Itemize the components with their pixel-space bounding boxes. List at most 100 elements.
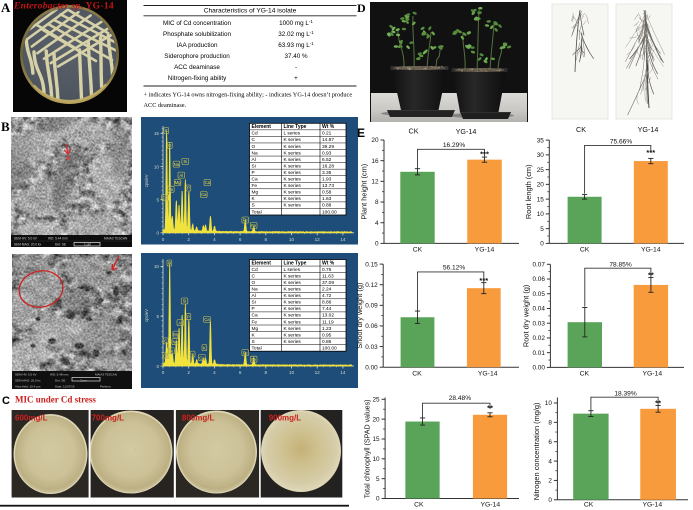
svg-text:Enterobacter sp. YG-14: Enterobacter sp. YG-14 <box>13 2 114 12</box>
svg-text:Line Type: Line Type <box>284 124 307 130</box>
svg-text:0.15: 0.15 <box>365 261 378 268</box>
svg-text:C: C <box>252 137 256 143</box>
svg-text:8: 8 <box>548 420 552 427</box>
svg-text:10: 10 <box>289 370 295 375</box>
svg-text:0: 0 <box>376 496 380 503</box>
svg-text:14.87: 14.87 <box>322 137 334 143</box>
svg-text:Shoot dry weight (g): Shoot dry weight (g) <box>355 283 364 349</box>
svg-text:6.52: 6.52 <box>322 157 332 163</box>
svg-text:0.04: 0.04 <box>532 306 545 313</box>
svg-text:K series: K series <box>284 293 302 299</box>
svg-text:IAA production: IAA production <box>177 42 218 49</box>
svg-text:K series: K series <box>284 177 302 183</box>
svg-text:C: C <box>2 395 10 407</box>
svg-text:2 μm: 2 μm <box>80 379 87 383</box>
svg-text:***: *** <box>479 276 488 285</box>
svg-text:K series: K series <box>284 280 302 286</box>
svg-text:0.58: 0.58 <box>322 190 332 196</box>
svg-text:MAIA3 TESCAN: MAIA3 TESCAN <box>104 237 128 241</box>
svg-text:O: O <box>252 144 256 150</box>
svg-text:5: 5 <box>156 197 159 202</box>
svg-text:1.23: 1.23 <box>322 326 332 332</box>
svg-text:4: 4 <box>213 370 216 375</box>
svg-text:SEM MAG: 20.0 kx: SEM MAG: 20.0 kx <box>15 379 41 383</box>
svg-text:K series: K series <box>284 203 302 209</box>
svg-text:Al: Al <box>252 157 256 163</box>
svg-text:Si: Si <box>252 300 256 306</box>
svg-text:YG-14: YG-14 <box>641 247 661 254</box>
svg-text:CK: CK <box>580 371 590 378</box>
svg-text:+ indicates YG-14 owns nitroge: + indicates YG-14 owns nitrogen-fixing a… <box>144 92 353 99</box>
svg-text:2: 2 <box>548 478 552 485</box>
svg-text:39.29: 39.29 <box>322 144 334 150</box>
svg-text:Fe: Fe <box>168 187 174 192</box>
svg-text:K series: K series <box>284 183 302 189</box>
svg-text:cps/eV: cps/eV <box>144 309 149 322</box>
svg-text:Ca: Ca <box>205 180 211 185</box>
svg-text:Det: SE: Det: SE <box>55 379 65 383</box>
svg-text:YG-14: YG-14 <box>478 371 498 378</box>
svg-text:Total chlorophyll (SPAD values: Total chlorophyll (SPAD values) <box>364 399 372 498</box>
svg-text:K series: K series <box>284 313 302 319</box>
svg-text:Characteristics of YG-14 isola: Characteristics of YG-14 isolate <box>204 8 297 15</box>
svg-text:P: P <box>187 186 190 191</box>
svg-text:0: 0 <box>156 231 159 236</box>
svg-text:SEM HV: 5.0 kV: SEM HV: 5.0 kV <box>14 237 38 241</box>
svg-text:WD: 5.48 mm: WD: 5.48 mm <box>50 373 69 377</box>
svg-text:900mg/L: 900mg/L <box>269 414 302 423</box>
svg-text:K series: K series <box>284 300 302 306</box>
svg-text:K series: K series <box>284 332 302 338</box>
svg-text:0.93: 0.93 <box>322 150 332 156</box>
svg-text:10: 10 <box>372 456 380 463</box>
svg-text:0.01: 0.01 <box>532 350 545 357</box>
svg-text:0.00: 0.00 <box>365 364 378 371</box>
svg-text:11.19: 11.19 <box>322 319 334 325</box>
svg-text:75.66%: 75.66% <box>610 138 633 145</box>
svg-text:37.40 %: 37.40 % <box>284 53 308 60</box>
svg-text:MAIA3 TESCAN: MAIA3 TESCAN <box>95 373 117 377</box>
svg-text:Fe: Fe <box>243 218 249 223</box>
svg-text:0.09: 0.09 <box>365 303 378 310</box>
svg-text:+: + <box>294 75 298 82</box>
svg-text:1000 mg L-1: 1000 mg L-1 <box>279 19 313 27</box>
svg-text:1.93: 1.93 <box>322 177 332 183</box>
svg-text:10: 10 <box>289 237 295 242</box>
svg-text:4: 4 <box>213 237 216 242</box>
svg-text:Mg: Mg <box>252 326 259 332</box>
svg-text:0: 0 <box>162 237 165 242</box>
svg-text:Ca: Ca <box>199 355 205 360</box>
svg-text:Mg: Mg <box>175 180 181 185</box>
svg-text:Plant height (cm): Plant height (cm) <box>360 164 369 220</box>
svg-text:10: 10 <box>537 211 545 218</box>
svg-text:Na: Na <box>173 339 179 344</box>
svg-text:D: D <box>357 1 366 15</box>
svg-text:11.63: 11.63 <box>322 273 334 279</box>
svg-text:8.86: 8.86 <box>322 300 332 306</box>
svg-text:32.02 mg L-1: 32.02 mg L-1 <box>278 30 314 38</box>
svg-text:**: ** <box>655 399 661 408</box>
svg-text:Si: Si <box>252 163 256 169</box>
svg-text:K series: K series <box>284 273 302 279</box>
svg-text:Fe: Fe <box>251 223 257 228</box>
svg-text:3.35: 3.35 <box>322 170 332 176</box>
svg-text:100.00: 100.00 <box>322 345 337 351</box>
svg-text:5: 5 <box>540 226 544 233</box>
svg-text:0.05: 0.05 <box>532 291 545 298</box>
svg-text:Na: Na <box>252 150 258 156</box>
svg-text:2: 2 <box>187 370 190 375</box>
svg-text:Cd: Cd <box>252 131 258 137</box>
svg-text:20: 20 <box>371 137 379 144</box>
svg-text:YG-14: YG-14 <box>638 125 659 134</box>
svg-text:15: 15 <box>372 436 380 443</box>
svg-text:Al: Al <box>179 173 183 178</box>
svg-text:16.29%: 16.29% <box>443 142 466 149</box>
svg-text:K series: K series <box>284 306 302 312</box>
svg-text:20: 20 <box>537 182 545 189</box>
svg-text:CK: CK <box>584 502 594 509</box>
svg-text:Fe: Fe <box>251 357 257 362</box>
svg-text:0.75: 0.75 <box>322 267 332 273</box>
svg-text:14: 14 <box>340 237 346 242</box>
svg-text:K: K <box>252 196 256 202</box>
svg-text:B: B <box>1 119 10 134</box>
svg-text:0.00: 0.00 <box>532 365 545 372</box>
